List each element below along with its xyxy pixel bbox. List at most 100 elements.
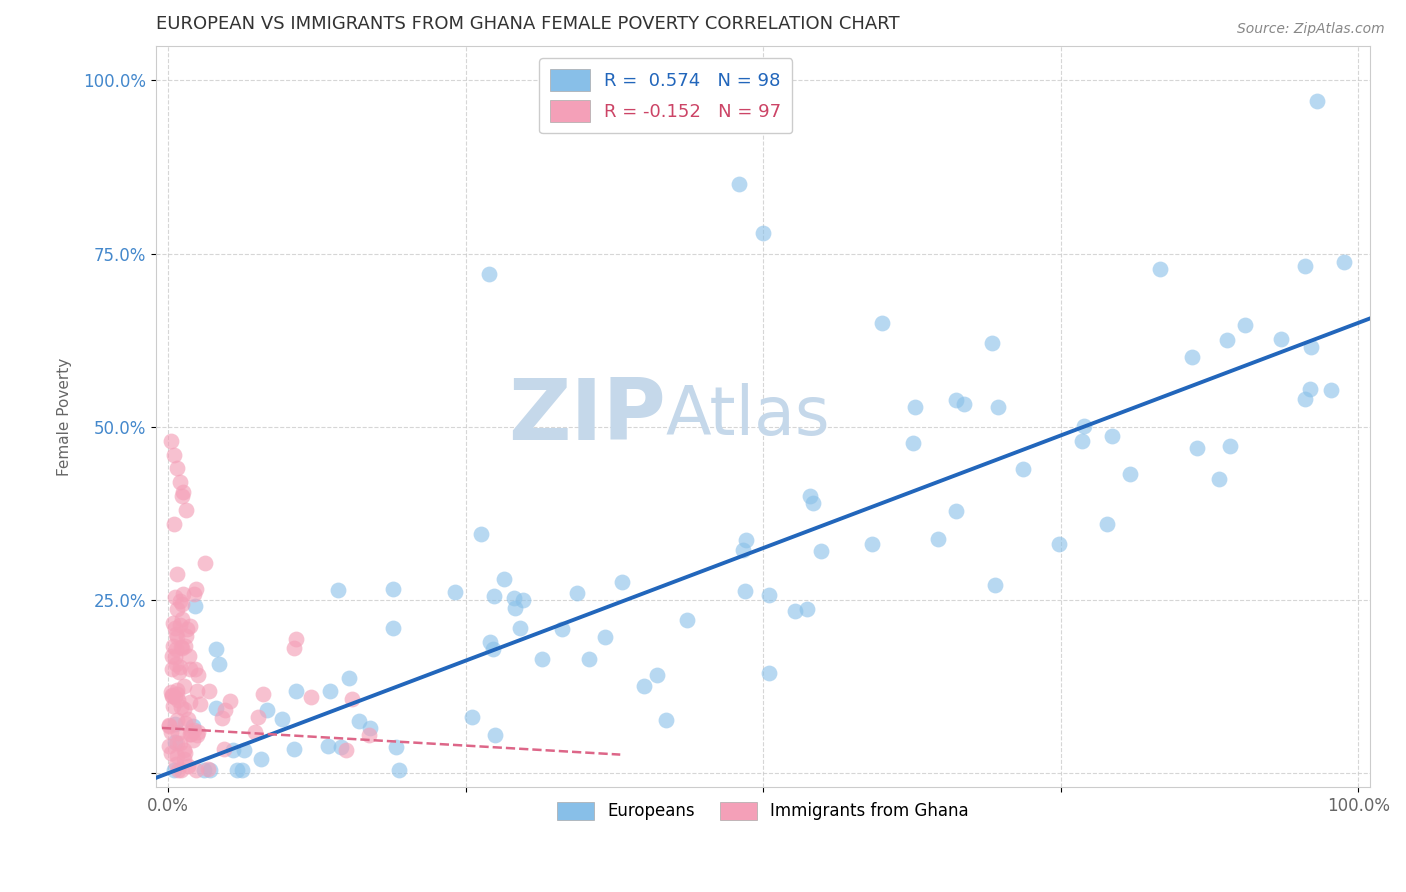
Point [509, 621, 531, 635]
Point [758, 588, 780, 602]
Point [633, 679, 655, 693]
Point [174, 715, 197, 730]
Point [176, 622, 198, 636]
Point [903, 436, 925, 450]
Point [170, 640, 193, 654]
Point [1270, 332, 1292, 346]
Point [340, 692, 363, 706]
Point [595, 631, 617, 645]
Point [194, 556, 217, 570]
Point [163, 621, 186, 635]
Point [752, 226, 775, 240]
Point [166, 566, 188, 581]
Point [169, 618, 191, 632]
Point [316, 739, 339, 753]
Point [157, 718, 180, 732]
Point [180, 727, 202, 741]
Point [165, 626, 187, 640]
Point [186, 684, 208, 698]
Legend: Europeans, Immigrants from Ghana: Europeans, Immigrants from Ghana [551, 795, 976, 827]
Point [184, 582, 207, 596]
Point [231, 763, 253, 777]
Point [174, 629, 197, 643]
Point [166, 736, 188, 750]
Point [174, 746, 197, 760]
Point [503, 601, 526, 615]
Point [987, 400, 1010, 414]
Point [166, 687, 188, 701]
Point [166, 602, 188, 616]
Point [163, 516, 186, 531]
Point [166, 461, 188, 475]
Point [162, 639, 184, 653]
Point [170, 763, 193, 777]
Point [162, 615, 184, 630]
Point [388, 763, 411, 777]
Point [1295, 392, 1317, 406]
Point [676, 613, 699, 627]
Point [165, 690, 187, 704]
Point [796, 602, 818, 616]
Point [479, 635, 502, 649]
Point [1299, 383, 1322, 397]
Point [173, 702, 195, 716]
Point [219, 694, 242, 708]
Point [731, 542, 754, 557]
Point [198, 684, 221, 698]
Point [531, 651, 554, 665]
Point [734, 533, 756, 548]
Point [1149, 262, 1171, 277]
Point [484, 728, 506, 742]
Text: Atlas: Atlas [666, 384, 831, 450]
Point [347, 714, 370, 728]
Point [181, 733, 204, 747]
Point [160, 648, 183, 663]
Point [285, 632, 308, 646]
Point [212, 742, 235, 756]
Point [225, 763, 247, 777]
Point [655, 713, 678, 727]
Point [482, 641, 505, 656]
Y-axis label: Female Poverty: Female Poverty [58, 358, 72, 475]
Point [610, 574, 633, 589]
Point [187, 667, 209, 681]
Point [1073, 418, 1095, 433]
Point [359, 722, 381, 736]
Point [482, 589, 505, 603]
Point [183, 718, 205, 732]
Point [165, 756, 187, 771]
Point [981, 335, 1004, 350]
Point [187, 725, 209, 739]
Point [645, 667, 668, 681]
Text: Source: ZipAtlas.com: Source: ZipAtlas.com [1237, 22, 1385, 37]
Point [162, 690, 184, 704]
Point [204, 701, 226, 715]
Point [160, 746, 183, 760]
Point [470, 526, 492, 541]
Point [183, 586, 205, 600]
Point [1187, 441, 1209, 455]
Point [179, 695, 201, 709]
Point [172, 597, 194, 611]
Point [335, 743, 357, 757]
Point [177, 712, 200, 726]
Point [166, 682, 188, 697]
Point [299, 690, 322, 705]
Text: EUROPEAN VS IMMIGRANTS FROM GHANA FEMALE POVERTY CORRELATION CHART: EUROPEAN VS IMMIGRANTS FROM GHANA FEMALE… [156, 15, 900, 33]
Point [1208, 472, 1230, 486]
Point [179, 618, 201, 632]
Point [180, 723, 202, 738]
Point [478, 268, 501, 282]
Point [1012, 461, 1035, 475]
Point [167, 763, 190, 777]
Point [1095, 517, 1118, 532]
Point [860, 537, 883, 551]
Point [204, 642, 226, 657]
Point [174, 639, 197, 653]
Point [166, 749, 188, 764]
Point [578, 652, 600, 666]
Point [165, 735, 187, 749]
Point [904, 400, 927, 414]
Point [551, 622, 574, 636]
Point [163, 590, 186, 604]
